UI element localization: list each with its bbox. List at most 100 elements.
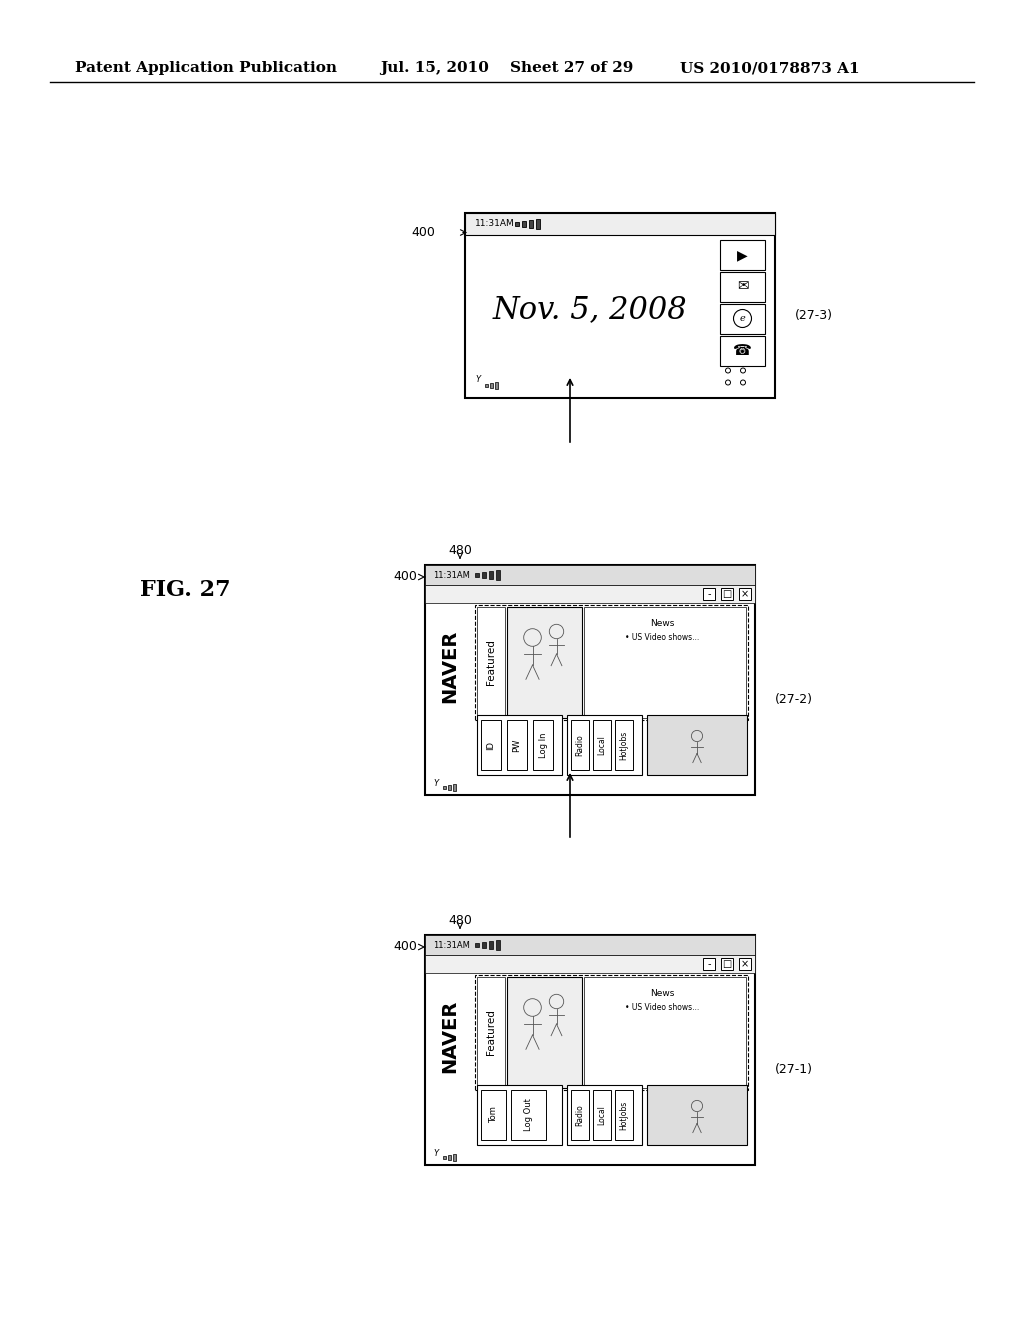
Text: 480: 480: [449, 544, 472, 557]
Text: HotJobs: HotJobs: [620, 730, 629, 759]
Text: FIG. 27: FIG. 27: [139, 579, 230, 601]
Text: 480: 480: [449, 913, 472, 927]
Text: Featured: Featured: [486, 1010, 496, 1056]
Bar: [453, 784, 456, 791]
Text: Sheet 27 of 29: Sheet 27 of 29: [510, 61, 634, 75]
Text: □: □: [722, 589, 731, 599]
Bar: [720, 239, 765, 269]
Bar: [425, 954, 755, 973]
Text: News: News: [650, 619, 674, 627]
Bar: [571, 1090, 589, 1140]
Text: Tom: Tom: [489, 1106, 498, 1123]
Text: Jul. 15, 2010: Jul. 15, 2010: [380, 61, 488, 75]
Text: e: e: [739, 314, 745, 323]
Bar: [567, 715, 642, 775]
Bar: [496, 940, 500, 950]
Bar: [515, 222, 519, 226]
Text: Radio: Radio: [575, 1104, 585, 1126]
Bar: [739, 587, 751, 601]
Text: ☎: ☎: [733, 343, 752, 358]
Bar: [721, 958, 733, 970]
Bar: [489, 941, 493, 949]
Bar: [443, 1155, 446, 1159]
Bar: [511, 1090, 546, 1140]
Bar: [703, 958, 715, 970]
Text: -: -: [708, 589, 711, 599]
Bar: [507, 977, 582, 1088]
Text: 400: 400: [411, 226, 435, 239]
Bar: [593, 719, 611, 770]
Bar: [567, 1085, 642, 1144]
Text: Radio: Radio: [575, 734, 585, 756]
Bar: [482, 572, 486, 578]
Text: Patent Application Publication: Patent Application Publication: [75, 61, 337, 75]
Text: Log Out: Log Out: [524, 1098, 534, 1131]
Text: (27-1): (27-1): [775, 1064, 813, 1077]
Text: -: -: [708, 960, 711, 969]
Text: NAVER: NAVER: [440, 630, 459, 704]
Text: Y: Y: [433, 1148, 438, 1158]
Bar: [529, 219, 534, 227]
Bar: [477, 715, 562, 775]
Bar: [490, 383, 493, 388]
Bar: [522, 220, 526, 227]
Bar: [449, 1155, 451, 1159]
Text: NAVER: NAVER: [440, 999, 459, 1073]
Bar: [475, 573, 479, 577]
Bar: [720, 335, 765, 366]
Text: ×: ×: [741, 960, 750, 969]
Text: ×: ×: [741, 589, 750, 599]
Text: News: News: [650, 989, 674, 998]
Bar: [465, 213, 775, 235]
Text: □: □: [722, 960, 731, 969]
Bar: [425, 585, 755, 603]
Text: (27-3): (27-3): [795, 309, 833, 322]
Bar: [475, 942, 479, 946]
Bar: [443, 785, 446, 788]
Text: 400: 400: [393, 940, 417, 953]
Text: PW: PW: [512, 738, 521, 751]
Bar: [485, 384, 488, 387]
Bar: [425, 565, 755, 585]
Bar: [482, 942, 486, 948]
Bar: [465, 213, 775, 397]
Bar: [425, 935, 755, 1166]
Bar: [477, 977, 505, 1088]
Bar: [571, 719, 589, 770]
Bar: [477, 607, 505, 718]
Bar: [425, 565, 755, 795]
Bar: [584, 977, 746, 1088]
Text: ✉: ✉: [736, 280, 749, 293]
Bar: [593, 1090, 611, 1140]
Bar: [536, 219, 540, 228]
Text: HotJobs: HotJobs: [620, 1101, 629, 1130]
Bar: [477, 1085, 562, 1144]
Text: 11:31AM: 11:31AM: [433, 570, 470, 579]
Bar: [721, 587, 733, 601]
Text: Local: Local: [597, 735, 606, 755]
Bar: [584, 607, 746, 718]
Text: (27-2): (27-2): [775, 693, 813, 706]
Text: Nov. 5, 2008: Nov. 5, 2008: [493, 294, 687, 326]
Bar: [489, 572, 493, 579]
Text: Featured: Featured: [486, 640, 496, 685]
Bar: [703, 587, 715, 601]
Text: 11:31AM: 11:31AM: [433, 940, 470, 949]
Bar: [615, 719, 633, 770]
Text: ID: ID: [486, 741, 496, 750]
Bar: [425, 935, 755, 954]
Bar: [481, 719, 501, 770]
Bar: [615, 1090, 633, 1140]
Bar: [475, 975, 748, 1090]
Text: • US Video shows...: • US Video shows...: [625, 1002, 699, 1011]
Bar: [647, 715, 746, 775]
Text: • US Video shows...: • US Video shows...: [625, 632, 699, 642]
Text: Local: Local: [597, 1105, 606, 1125]
Text: Y: Y: [433, 779, 438, 788]
Text: Y: Y: [475, 375, 480, 384]
Bar: [453, 1154, 456, 1160]
Bar: [739, 958, 751, 970]
Bar: [507, 719, 527, 770]
Text: 11:31AM: 11:31AM: [475, 219, 515, 228]
Bar: [534, 719, 553, 770]
